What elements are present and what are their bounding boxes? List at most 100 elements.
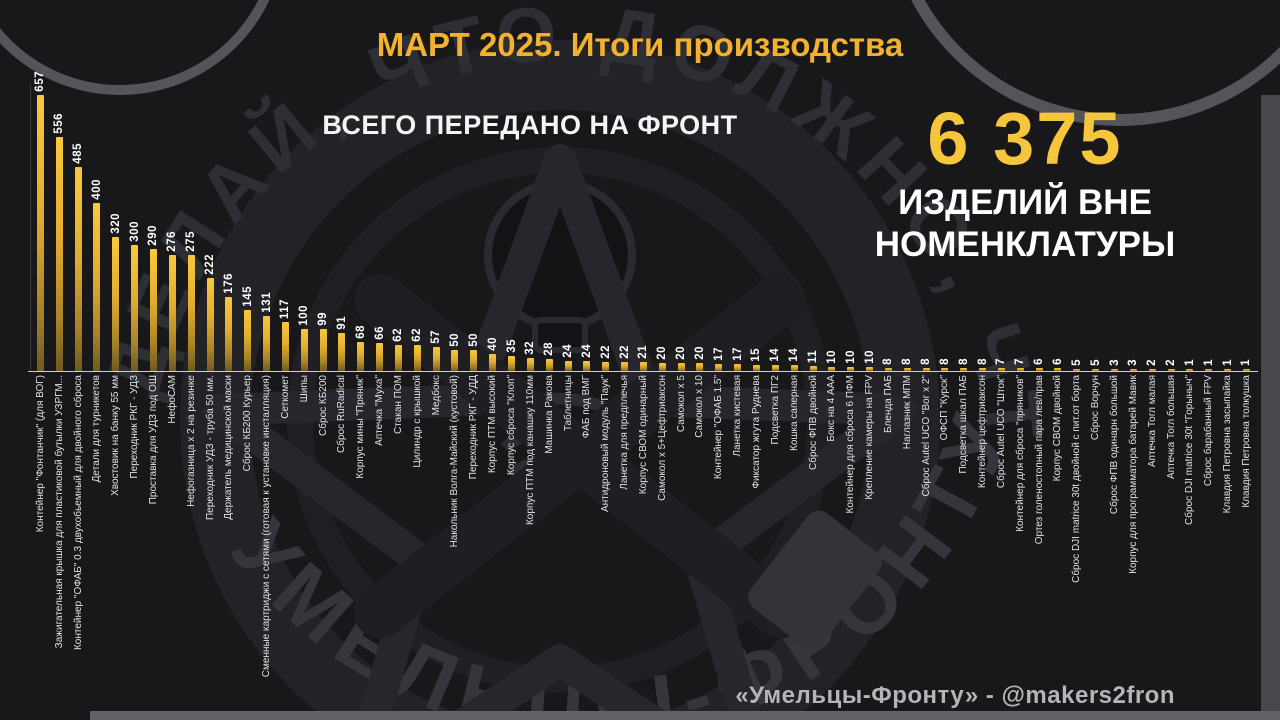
bar-category-label: Сброс Autel UCO "Вог х 2" [920,375,932,497]
category-cell: Сброс КБ200 [314,375,333,720]
bar-value-label: 7 [1014,358,1027,365]
category-cell: ФАБ под ВМГ [577,375,596,720]
bar [263,316,271,371]
bar-column: 131 [257,292,276,371]
bar-category-label: Таблетницы [562,375,574,432]
bar-category-label: Корпус сброса "Клоп" [506,375,518,476]
bar-value-label: 117 [279,298,292,319]
bar-column: 10 [860,350,879,371]
bar-category-label: Контейнер для сброса "пряников" [1014,375,1026,532]
bar-value-label: 14 [769,348,782,362]
total-stat-caption-line2: НОМЕНКЛАТУРЫ [874,224,1176,264]
bar-value-label: 50 [448,333,461,347]
category-cell: Переходник УДЗ - труба 50 мм. [201,375,220,720]
category-cell: Аптечка Тогл малая [1143,375,1162,720]
bar-value-label: 556 [53,113,66,134]
category-cell: Подсветка шкал ПАБ [954,375,973,720]
category-cell: Самокол х 10 [691,375,710,720]
bar [1016,368,1024,371]
bar [225,297,233,371]
bar-column: 21 [634,345,653,371]
bar-category-label: Держатель медицинской маски [223,375,235,520]
bar-value-label: 145 [241,286,254,307]
bar-value-label: 62 [392,328,405,342]
category-cell: Сменные картриджи с сетями (готовая к ус… [257,375,276,720]
category-cell: Сброс КБ200 Курьер [238,375,257,720]
category-cell: Цилиндр с крышкой [408,375,427,720]
bar [734,364,742,371]
bar-category-label: Фиксатор жгута Руднева [750,375,762,489]
bar-category-label: Сброс DJI matrice 30t двойной с пит.от б… [1071,375,1083,583]
bar-category-label: Сменные картриджи с сетями (готовая к ус… [261,375,273,678]
bar [903,368,911,371]
bar-value-label: 10 [825,350,838,364]
bar-value-label: 6 [1033,358,1046,365]
bar [847,367,855,371]
bar-column: 50 [464,333,483,371]
bar-category-label: Накольник Волга-Майский (кустовой) [449,375,461,548]
bar-value-label: 91 [335,316,348,330]
total-stat-number: 6 375 [927,97,1123,180]
bar [131,245,139,371]
bar-column: 20 [653,346,672,371]
category-cell: Хвостовик на банку 55 мм [106,375,125,720]
bar-category-label: Медбокс [430,375,442,416]
bar-category-label: Корпус ПТМ высокий [487,375,499,474]
bar-value-label: 290 [147,225,160,246]
bar-column: 290 [144,225,163,371]
category-cell: ОФСП "Курск" [936,375,955,720]
bar-category-label: Переходник УДЗ - труба 50 мм. [204,375,216,520]
bar [979,368,987,371]
bar [300,329,308,371]
bar-column: 1 [1218,359,1237,371]
bar-column: 485 [69,143,88,371]
bar [1111,369,1119,371]
bar [545,359,553,371]
bar [206,278,214,371]
bar-category-label: Клавдия Петровна толкушка [1240,375,1252,508]
bar [752,365,760,371]
bar-column: 8 [879,358,898,371]
category-cell: НефоСАМ [163,375,182,720]
bar [1073,369,1081,371]
bar-column: 35 [502,339,521,371]
bar-category-label: ОФСП "Курск" [939,375,951,441]
bar [809,366,817,371]
bar-category-label: Сброс DJI matrice 30t "Горыныч" [1184,375,1196,525]
bar-value-label: 3 [1108,359,1121,366]
bar-value-label: 320 [109,213,122,234]
bar-column: 100 [295,305,314,371]
bar-value-label: 3 [1127,359,1140,366]
bar-value-label: 50 [467,333,480,347]
bar [997,368,1005,371]
bar [790,365,798,371]
category-cell: Сброс барабанный FPV [1199,375,1218,720]
category-cell: Аптечка "Муха" [370,375,389,720]
category-cell: Корпус для программатора батарей Мавик [1124,375,1143,720]
bar-column: 1 [1199,359,1218,371]
y-axis-line [30,84,31,371]
total-stat-caption-line1: ИЗДЕЛИЙ ВНЕ [898,182,1152,222]
bar [621,362,629,371]
bar-column: 24 [559,344,578,371]
category-labels-row: Контейнер "Фонтанчик" (для ВОГ) Зажигател… [31,375,1256,720]
bar-column: 320 [106,213,125,371]
bar [866,367,874,371]
bar-category-label: Самокол х 5+Цефтриаксон [656,375,668,501]
bar [1129,369,1137,371]
bar-value-label: 21 [637,345,650,359]
bar-column: 22 [615,345,634,371]
bar-category-label: Переходник РКГ - УДЗ [129,375,141,479]
bar [715,364,723,371]
category-cell: Зажигательная крышка для пластиковой бут… [50,375,69,720]
bar-column: 17 [728,347,747,371]
bar [338,333,346,371]
bar-column: 276 [163,231,182,371]
bar [281,322,289,371]
bar-value-label: 20 [656,346,669,360]
bar [187,255,195,371]
bar [1035,368,1043,371]
bar-category-label: Переходник РКГ - УДД [468,375,480,480]
category-cell: Корпус СВОМ одинарный [634,375,653,720]
